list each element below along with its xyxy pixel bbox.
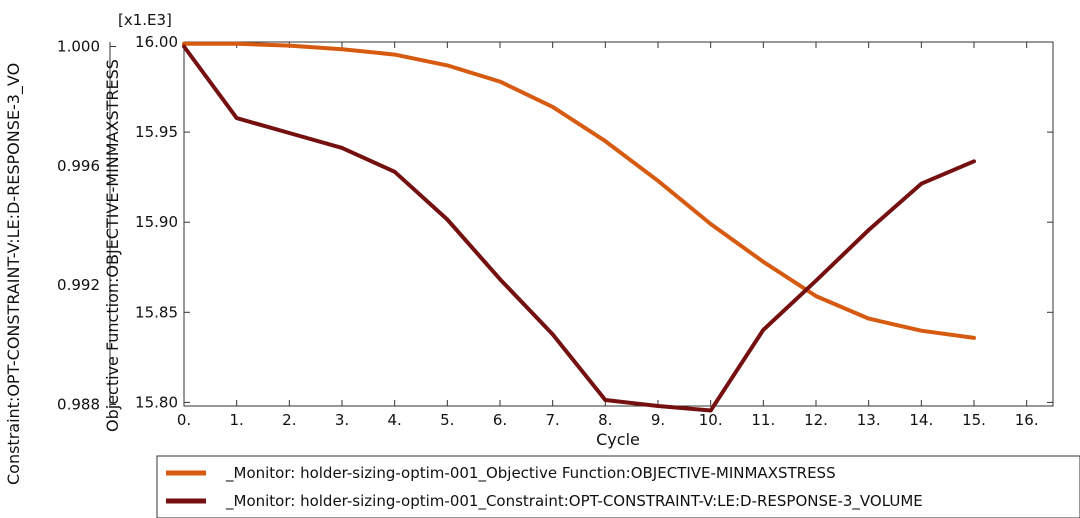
x-tick-label: 11. [751, 411, 775, 429]
x-tick-label: 16. [1015, 411, 1039, 429]
y-left-axis-title: Constraint:OPT-CONSTRAINT-V:LE:D-RESPONS… [4, 63, 24, 485]
legend-entry-2: _Monitor: holder-sizing-optim-001_Constr… [225, 492, 923, 511]
x-tick-label: 8. [598, 411, 612, 429]
x-tick-label: 1. [230, 411, 244, 429]
plot-area [183, 41, 1054, 407]
x-tick-label: 10. [699, 411, 723, 429]
y-left-tick-label: 1.000 [57, 37, 100, 55]
y-right-tick-label: 15.95 [135, 123, 178, 141]
y-right-tick-label: 15.90 [135, 213, 178, 231]
series-line-1 [182, 41, 976, 340]
legend: _Monitor: holder-sizing-optim-001_Object… [166, 464, 923, 511]
series-layer [182, 41, 976, 413]
x-tick-label: 5. [440, 411, 454, 429]
x-tick-label: 4. [388, 411, 402, 429]
x-tick-label: 13. [857, 411, 881, 429]
x-tick-label: 3. [335, 411, 349, 429]
x-ticks: 0. 1. 2. 3. 4. 5. 6. 7. 8. 9. 10. 11. 12. 13. 14. 15. 16… [177, 42, 1039, 429]
x-tick-label: 9. [651, 411, 665, 429]
x-tick-label: 12. [804, 411, 828, 429]
series-line-2 [182, 44, 976, 413]
y-left-ticks: 1.000 0.996 0.992 0.988 [57, 37, 116, 414]
legend-entry-1: _Monitor: holder-sizing-optim-001_Object… [225, 464, 836, 483]
x-axis-title: Cycle [596, 430, 640, 449]
y-right-axis-title: Objective Function:OBJECTIVE-MINMAXSTRES… [103, 59, 122, 432]
y-left-tick-label: 0.996 [57, 157, 100, 175]
y-left-tick-label: 0.992 [57, 276, 100, 294]
y-right-ticks: 16.00 15.95 15.90 15.85 15.80 [135, 33, 1053, 411]
x-tick-label: 6. [493, 411, 507, 429]
legend-box [156, 455, 1080, 518]
x-tick-label: 0. [177, 411, 191, 429]
x-tick-label: 7. [546, 411, 560, 429]
y-right-multiplier: [x1.E3] [118, 11, 172, 29]
x-tick-label: 15. [962, 411, 986, 429]
y-left-tick-label: 0.988 [57, 396, 100, 414]
x-tick-label: 2. [282, 411, 296, 429]
y-right-tick-label: 15.85 [135, 303, 178, 321]
y-right-tick-label: 15.80 [135, 393, 178, 411]
x-tick-label: 14. [909, 411, 933, 429]
y-right-tick-label: 16.00 [135, 33, 178, 51]
